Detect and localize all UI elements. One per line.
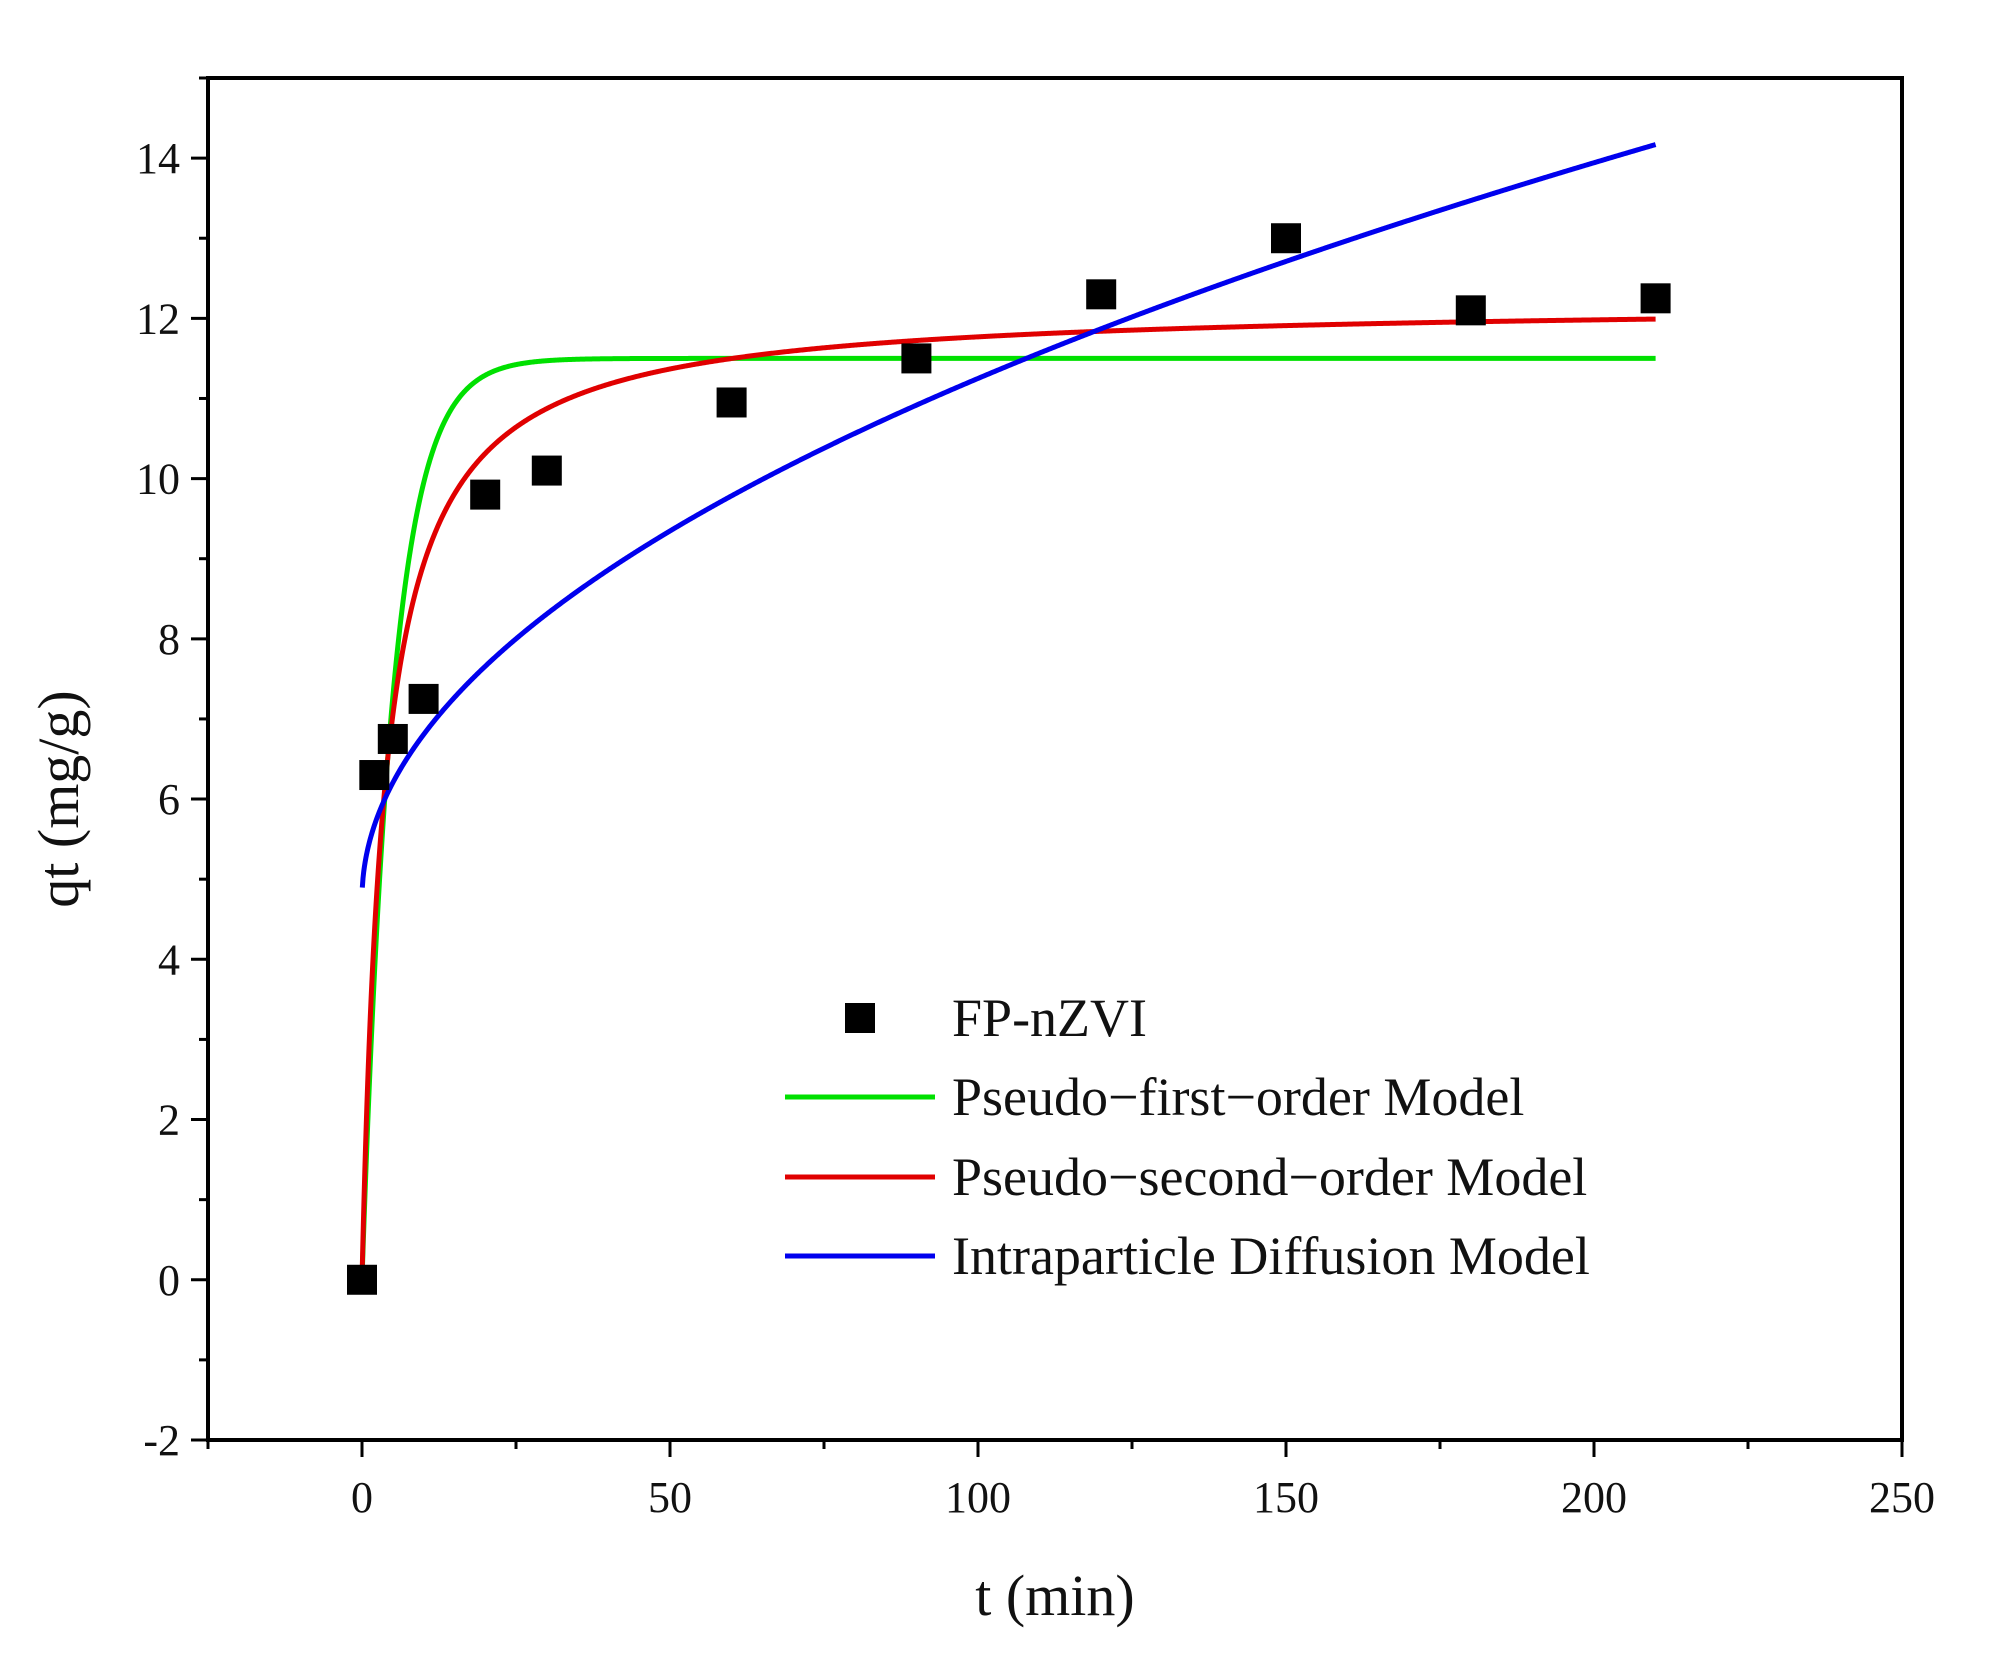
data-point	[1271, 223, 1301, 254]
y-tick-label: 12	[136, 294, 180, 343]
y-tick-label: -2	[143, 1416, 180, 1465]
x-tick-label: 250	[1869, 1473, 1935, 1522]
y-tick-label: 4	[158, 935, 180, 984]
curve-series-1	[359, 316, 1657, 1280]
data-point	[347, 1264, 377, 1295]
data-point	[377, 723, 408, 754]
y-tick-label: 2	[158, 1096, 180, 1145]
legend-label-intraparticle-diffusion: Intraparticle Diffusion Model	[952, 1226, 1590, 1286]
data-points	[347, 223, 1671, 1295]
data-point	[1455, 295, 1486, 326]
x-tick-label: 50	[648, 1473, 692, 1522]
axes: 0 50 100 150 200 250 -2 0 2 4 6 8 10 12 14	[136, 76, 1935, 1522]
plot-frame	[206, 76, 1904, 1442]
data-point	[1640, 283, 1671, 314]
data-point	[901, 343, 932, 374]
y-tick-label: 0	[158, 1256, 180, 1305]
data-point	[470, 479, 501, 510]
curve-series-0	[359, 355, 1657, 1280]
y-tick-label: 6	[158, 775, 180, 824]
x-axis-title: t (min)	[975, 1563, 1134, 1628]
model-curves	[359, 142, 1657, 1280]
data-point	[1086, 279, 1117, 310]
data-point	[408, 683, 439, 714]
legend-label-pseudo-second-order: Pseudo−second−order Model	[952, 1147, 1587, 1207]
legend: FP-nZVI Pseudo−first−order Model Pseudo−…	[785, 988, 1590, 1286]
y-axis-title: qt (mg/g)	[26, 690, 91, 907]
x-tick-label: 0	[351, 1473, 373, 1522]
x-tick-label: 200	[1561, 1473, 1627, 1522]
y-tick-label: 8	[158, 615, 180, 664]
legend-label-fp-nzvi: FP-nZVI	[952, 988, 1147, 1048]
data-point	[359, 760, 390, 791]
x-tick-label: 100	[945, 1473, 1011, 1522]
legend-marker-fp-nzvi	[845, 1003, 875, 1033]
data-point	[531, 455, 562, 486]
curve-series-2	[359, 142, 1657, 888]
y-tick-label: 10	[136, 455, 180, 504]
data-point	[716, 387, 747, 418]
y-tick-label: 14	[136, 134, 180, 183]
legend-label-pseudo-first-order: Pseudo−first−order Model	[952, 1067, 1524, 1127]
x-tick-label: 150	[1253, 1473, 1319, 1522]
